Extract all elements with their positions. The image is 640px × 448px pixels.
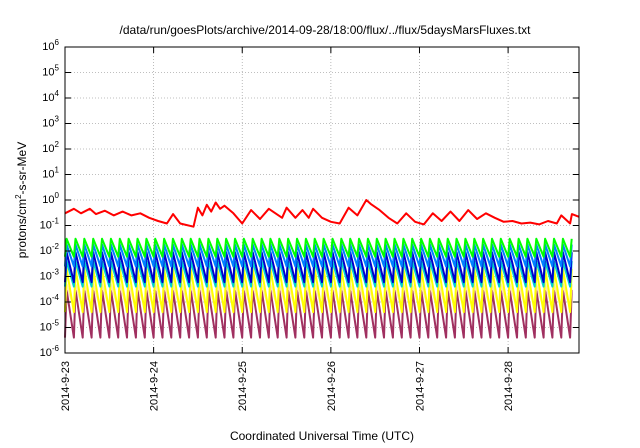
y-tick-base: 10 [42,169,54,181]
y-axis-label: protons/cm2-s-sr-MeV [14,142,29,258]
x-tick-label: 2014-9-23 [60,361,72,411]
y-tick-base: 10 [42,118,54,130]
series-line [64,237,573,258]
y-tick-base: 10 [42,143,54,155]
series-line [64,288,573,339]
series-layer [64,199,580,339]
y-tick-label: 105 [42,64,59,79]
y-tick-exponent: 2 [55,140,60,149]
y-tick-exponent: 0 [55,191,60,200]
y-tick-exponent: -1 [52,217,60,226]
y-axis-label-sup: 2 [14,194,23,199]
x-tick-label: 2014-9-24 [149,361,161,411]
y-tick-label: 10-3 [40,268,60,283]
y-tick-base: 10 [40,271,52,283]
series-line [64,260,573,288]
chart-title: /data/run/goesPlots/archive/2014-09-28/1… [120,23,532,37]
y-tick-exponent: -3 [52,268,60,277]
y-axis-label-post: -s-sr-MeV [15,142,29,195]
y-tick-label: 10-4 [40,293,60,308]
y-tick-exponent: -6 [52,344,60,353]
y-tick-base: 10 [40,245,52,257]
y-tick-label: 10-1 [40,217,60,232]
y-tick-exponent: -5 [52,319,60,328]
y-tick-label: 103 [42,115,59,130]
x-axis-label: Coordinated Universal Time (UTC) [230,429,414,443]
series-line [64,243,573,268]
y-tick-base: 10 [40,220,52,232]
y-tick-base: 10 [40,347,52,359]
y-tick-exponent: -4 [52,293,60,302]
y-tick-base: 10 [42,92,54,104]
x-axis: 2014-9-23 2014-9-24 2014-9-25 2014-9-26 2014… [60,47,515,411]
y-tick-exponent: 3 [55,115,60,124]
y-tick-label: 10-6 [40,344,60,359]
x-tick-label: 2014-9-28 [503,361,515,411]
x-tick-label: 2014-9-26 [326,361,338,411]
y-tick-base: 10 [40,322,52,334]
y-axis-label-pre: protons/cm [15,199,29,258]
x-tick-label: 2014-9-27 [415,361,427,411]
y-tick-exponent: -2 [52,242,60,251]
y-tick-label: 100 [42,191,59,206]
y-tick-label: 106 [42,38,59,53]
y-tick-base: 10 [42,194,54,206]
y-tick-label: 10-5 [40,319,60,334]
y-tick-exponent: 6 [55,38,60,47]
y-tick-label: 104 [42,89,59,104]
series-line [64,267,573,314]
y-axis: 10-610-510-410-310-210-11001011021031041… [40,38,579,359]
y-tick-label: 10-2 [40,242,60,257]
y-tick-exponent: 1 [55,166,60,175]
series-line [64,199,580,228]
y-tick-base: 10 [42,67,54,79]
series-line [64,251,573,284]
y-tick-exponent: 5 [55,64,60,73]
x-tick-label: 2014-9-25 [237,361,249,411]
y-tick-label: 101 [42,166,59,181]
y-tick-label: 102 [42,140,59,155]
y-tick-base: 10 [42,41,54,53]
y-tick-base: 10 [40,296,52,308]
y-tick-exponent: 4 [55,89,60,98]
